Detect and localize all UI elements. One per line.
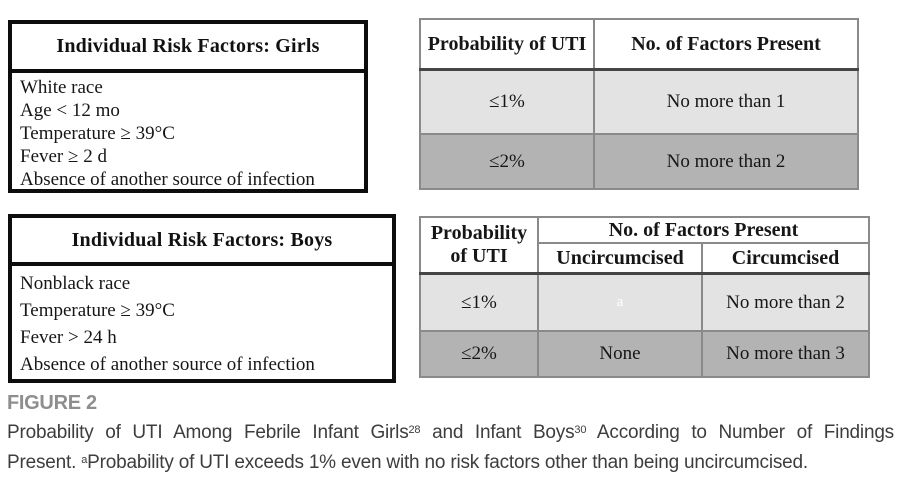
caption-text: According to Number of Findings — [586, 422, 894, 443]
caption-line-2: Present. aProbability of UTI exceeds 1% … — [7, 448, 894, 478]
girls-prob-cell-factors: No more than 1 — [593, 68, 859, 135]
boys-risk-body: Nonblack race Temperature ≥ 39°C Fever >… — [12, 266, 392, 380]
boys-risk-item: Nonblack race — [20, 273, 131, 294]
boys-prob-cell-circumcised: No more than 2 — [700, 272, 871, 332]
boys-prob-cell-probability: ≤1% — [419, 272, 539, 332]
boys-prob-header-probability: Probability of UTI — [419, 216, 539, 275]
reference-superscript: 28 — [408, 424, 421, 437]
reference-superscript: 30 — [574, 424, 587, 437]
boys-probability-table: Probability of UTI No. of Factors Presen… — [419, 216, 871, 378]
caption-text: and Infant Boys — [420, 422, 575, 443]
boys-risk-title: Individual Risk Factors: Boys — [12, 218, 392, 266]
girls-risk-item: Fever ≥ 2 d — [20, 146, 107, 167]
girls-prob-header-factors: No. of Factors Present — [593, 18, 859, 71]
boys-prob-header-factors-group: No. of Factors Present — [536, 216, 871, 244]
table-row: ≤2% No more than 2 — [419, 133, 859, 190]
boys-risk-factors-table: Individual Risk Factors: Boys Nonblack r… — [8, 214, 396, 383]
girls-risk-item: Age < 12 mo — [20, 100, 120, 121]
table-row: ≤2% None No more than 3 — [419, 330, 871, 378]
caption-text: Probability of UTI exceeds 1% even with … — [87, 452, 808, 473]
caption-line-1: Probability of UTI Among Febrile Infant … — [7, 418, 894, 448]
girls-prob-header-row: Probability of UTI No. of Factors Presen… — [419, 18, 859, 71]
boys-prob-cell-probability: ≤2% — [419, 330, 539, 378]
boys-prob-cell-uncircumcised-footnote: a — [537, 272, 703, 332]
girls-risk-title: Individual Risk Factors: Girls — [12, 24, 364, 73]
girls-risk-factors-table: Individual Risk Factors: Girls White rac… — [8, 20, 368, 193]
caption-text: Present. — [7, 452, 82, 473]
girls-risk-item: Temperature ≥ 39°C — [20, 123, 175, 144]
footnote-superscript: a — [81, 454, 88, 467]
boys-risk-item: Absence of another source of infection — [20, 354, 315, 375]
girls-risk-body: White race Age < 12 mo Temperature ≥ 39°… — [12, 73, 364, 193]
boys-risk-item: Temperature ≥ 39°C — [20, 300, 175, 321]
girls-prob-header-probability: Probability of UTI — [419, 18, 595, 71]
boys-prob-cell-uncircumcised: None — [537, 330, 703, 378]
figure-label: FIGURE 2 — [7, 392, 97, 414]
girls-risk-item: Absence of another source of infection — [20, 169, 315, 190]
table-row: ≤1% a No more than 2 — [419, 272, 871, 332]
girls-prob-cell-factors: No more than 2 — [593, 133, 859, 190]
boys-prob-header-row-1: Probability of UTI No. of Factors Presen… — [419, 216, 871, 275]
boys-risk-item: Fever > 24 h — [20, 327, 117, 348]
table-row: ≤1% No more than 1 — [419, 68, 859, 135]
caption-text: Probability of UTI Among Febrile Infant … — [7, 422, 409, 443]
boys-prob-header-circumcised: Circumcised — [700, 242, 871, 275]
girls-prob-cell-probability: ≤1% — [419, 68, 595, 135]
figure-caption: FIGURE 2 Probability of UTI Among Febril… — [7, 392, 894, 478]
boys-prob-header-uncircumcised: Uncircumcised — [537, 242, 703, 275]
girls-prob-cell-probability: ≤2% — [419, 133, 595, 190]
boys-prob-cell-circumcised: No more than 3 — [700, 330, 871, 378]
girls-probability-table: Probability of UTI No. of Factors Presen… — [419, 18, 859, 190]
girls-risk-item: White race — [20, 77, 103, 98]
boys-prob-header-row-2: Uncircumcised Circumcised — [420, 242, 871, 275]
